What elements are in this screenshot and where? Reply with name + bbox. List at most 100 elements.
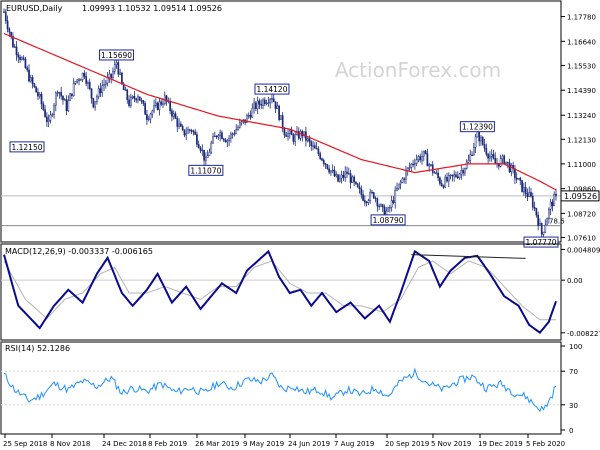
x-tick-label: 20 Sep 2019 — [385, 440, 429, 448]
candle-body — [376, 198, 379, 207]
candle-body — [355, 181, 357, 184]
candle-body — [178, 123, 180, 127]
candle-body — [344, 171, 347, 178]
candle-body — [154, 102, 157, 106]
candle-body — [22, 57, 25, 60]
candle-body — [253, 102, 255, 109]
candle-body — [331, 169, 334, 172]
price-panel: ActionForex.com EURUSD,Daily 1.09993 1.1… — [0, 0, 600, 248]
rsi-title: RSI(14) 52.1286 — [5, 344, 70, 353]
candle-body — [79, 79, 82, 81]
candle-body — [190, 130, 193, 132]
candle-body — [531, 196, 534, 208]
candle-body — [471, 154, 473, 156]
candle-body — [176, 118, 179, 127]
candle-body — [494, 158, 497, 165]
candle-body — [249, 114, 252, 118]
price-y-tick-label: 1.07610 — [567, 235, 596, 243]
candle-body — [522, 187, 525, 192]
macd-y-axis: 0.004809 0.00 -0.008227 — [561, 246, 600, 338]
candle-body — [310, 141, 313, 147]
macd-panel: MACD(12,26,9) -0.003337 -0.006165 0.0048… — [0, 243, 600, 341]
candle-body — [146, 114, 148, 120]
candle-body — [96, 96, 98, 102]
candle-body — [53, 105, 55, 115]
candle-body — [433, 172, 436, 174]
candle-body — [405, 170, 407, 180]
candle-body — [421, 156, 423, 161]
candle-body — [424, 150, 427, 154]
candle-body — [205, 157, 207, 161]
candle-body — [485, 147, 488, 155]
candle-body — [303, 131, 305, 137]
candle-body — [156, 102, 159, 110]
candle-body — [510, 165, 513, 173]
candle-body — [197, 144, 200, 149]
price-y-tick-label: 1.14390 — [567, 87, 596, 95]
candle-body — [56, 92, 59, 94]
candle-body — [517, 178, 520, 180]
candle-body — [10, 31, 12, 37]
candle-body — [481, 137, 484, 145]
candle-body — [544, 224, 547, 233]
candle-body — [306, 138, 309, 141]
candle-body — [230, 133, 232, 139]
candle-body — [422, 150, 425, 157]
candle-body — [256, 100, 259, 109]
candle-body — [62, 95, 64, 101]
candle-body — [129, 97, 132, 106]
candle-body — [219, 132, 222, 136]
macd-signal-line — [3, 260, 556, 321]
candle-body — [330, 170, 332, 173]
candle-body — [499, 158, 502, 167]
candle-body — [208, 151, 211, 156]
candle-body — [94, 101, 96, 108]
candle-body — [410, 163, 413, 168]
price-y-tick-label: 1.15530 — [567, 62, 596, 70]
candle-body — [458, 173, 461, 179]
price-y-tick-label: 1.17780 — [567, 14, 596, 22]
candle-body — [394, 189, 397, 203]
candle-body — [505, 161, 507, 164]
candle-body — [88, 82, 91, 89]
candle-body — [349, 173, 352, 183]
candle-body — [258, 100, 261, 105]
candle-body — [235, 129, 238, 134]
candle-body — [537, 214, 539, 226]
candle-body — [521, 180, 523, 192]
candle-body — [408, 167, 411, 169]
candle-body — [492, 154, 495, 159]
candle-body — [455, 174, 457, 177]
x-tick-label: 25 Sep 2018 — [3, 440, 47, 448]
price-y-tick-label: 1.11000 — [567, 161, 596, 169]
candle-body — [462, 170, 464, 174]
rsi-y-axis: 100 70 30 0 — [1, 343, 582, 435]
candle-body — [440, 183, 443, 187]
candle-body — [260, 104, 263, 106]
candle-body — [414, 163, 416, 165]
candle-body — [380, 204, 382, 207]
candle-body — [399, 181, 402, 185]
macd-title: MACD(12,26,9) -0.003337 -0.006165 — [5, 247, 153, 256]
rsi-y-tick-label: 100 — [569, 343, 582, 351]
candle-body — [15, 46, 18, 56]
price-y-tick-label: 1.12130 — [567, 136, 596, 144]
candle-body — [54, 92, 57, 106]
candle-body — [210, 142, 213, 153]
candle-body — [180, 123, 182, 127]
candle-body — [85, 76, 88, 84]
candle-body — [21, 57, 23, 60]
candle-body — [364, 200, 366, 203]
current-price-marker: 1.09526 — [560, 190, 600, 202]
candle-body — [203, 149, 205, 161]
candle-body — [453, 174, 456, 177]
candle-body — [315, 147, 318, 150]
candle-body — [437, 172, 439, 179]
candle-body — [113, 64, 116, 72]
candle-body — [472, 146, 475, 156]
candle-body — [328, 168, 330, 173]
candle-body — [137, 96, 139, 101]
candle-body — [201, 149, 204, 152]
candle-body — [292, 134, 295, 142]
